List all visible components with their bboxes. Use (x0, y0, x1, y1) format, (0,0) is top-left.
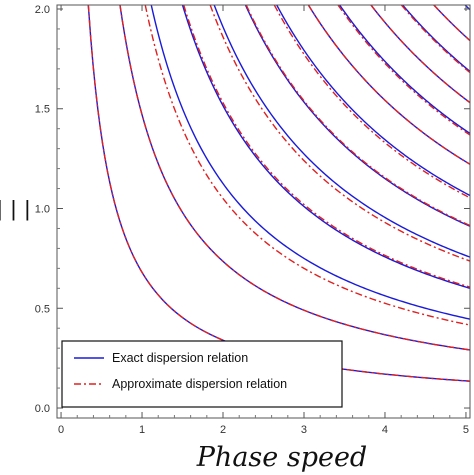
approximate-curve-3 (144, 5, 470, 326)
x-tick-label: 4 (382, 424, 388, 436)
x-tick-label: 1 (139, 424, 145, 436)
approximate-curve-14 (470, 0, 474, 5)
y-tick-label: 0.0 (35, 403, 50, 415)
exact-curve-4 (181, 5, 470, 289)
exact-curve-3 (150, 5, 470, 320)
y-tick-label: 1.0 (35, 204, 50, 216)
y-tick-label: 0.5 (35, 303, 50, 315)
y-tick-label: 2.0 (35, 4, 50, 16)
y-tick-label: 1.5 (35, 104, 50, 116)
legend-label-exact: Exact dispersion relation (112, 351, 248, 365)
approximate-curve-8 (307, 5, 470, 165)
approximate-curve-10 (370, 5, 470, 104)
x-tick-label: 5 (463, 424, 469, 436)
x-tick-label: 0 (58, 424, 64, 436)
exact-curve-1 (87, 5, 470, 382)
y-axis-ticks: 0.0 0.5 1.0 1.5 2.0 (35, 4, 470, 415)
plot-frame (56, 4, 471, 419)
x-tick-label: 3 (301, 424, 307, 436)
exact-curve-9 (339, 5, 470, 135)
legend-box (61, 340, 343, 408)
approximate-curve-12 (433, 5, 470, 42)
exact-curve-2 (119, 5, 470, 351)
x-axis-title: Phase speed (196, 442, 367, 473)
exact-curve-8 (307, 5, 470, 165)
exact-curve-5 (213, 5, 470, 258)
x-tick-label: 2 (220, 424, 226, 436)
legend-label-approximate: Approximate dispersion relation (112, 377, 287, 391)
y-axis-glyph: | | | (0, 196, 31, 221)
legend: Exact dispersion relation Approximate di… (61, 340, 343, 408)
exact-curve-11 (402, 5, 470, 72)
approximate-curve-7 (273, 5, 470, 199)
exact-curve-10 (370, 5, 470, 104)
x-axis-ticks: 0 1 2 3 4 5 (58, 5, 469, 436)
approximate-curve-5 (209, 5, 470, 262)
exact-curve-6 (244, 5, 470, 227)
plot-curves (87, 0, 474, 382)
exact-curve-7 (276, 5, 470, 197)
approximate-curve-1 (87, 5, 470, 382)
exact-curve-14 (470, 0, 474, 5)
approximate-curve-6 (245, 5, 470, 227)
approximate-curve-9 (337, 5, 470, 136)
approximate-curve-11 (400, 5, 470, 74)
approximate-curve-4 (183, 5, 470, 288)
